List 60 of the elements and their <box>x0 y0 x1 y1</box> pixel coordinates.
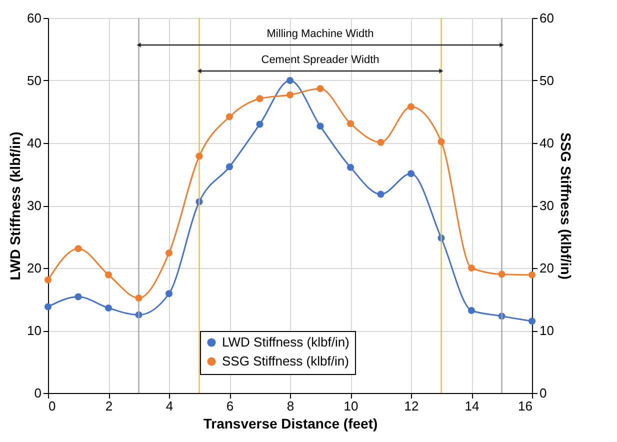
x-tick-label: 4 <box>166 398 174 414</box>
y-tick-label: 10 <box>27 323 42 338</box>
point <box>74 245 82 252</box>
y-tick-label: 50 <box>27 73 42 88</box>
point <box>44 303 52 310</box>
point <box>468 264 476 272</box>
point <box>135 294 142 302</box>
annotation: Milling Machine Width <box>266 28 374 40</box>
x-tick-label: 2 <box>105 398 113 414</box>
point <box>165 249 173 257</box>
point <box>226 113 234 120</box>
point <box>165 290 173 298</box>
point <box>286 91 294 98</box>
annotation: Cement Spreader Width <box>261 54 380 66</box>
y-tick-label: 20 <box>27 260 42 276</box>
point <box>407 103 415 110</box>
point <box>196 152 203 160</box>
point <box>256 95 264 102</box>
x-tick-label: 0 <box>48 398 56 414</box>
x-axis-title: Transverse Distance (feet) <box>203 416 378 432</box>
point <box>74 293 82 300</box>
point <box>316 85 324 92</box>
legend-label: SSG Stiffness (klbf/in) <box>222 354 349 368</box>
point <box>104 271 112 278</box>
y2-axis-title: SSG Stiffness (klbf/in) <box>558 132 574 280</box>
point <box>377 138 384 146</box>
x-tick-label: 10 <box>344 398 358 414</box>
point <box>316 122 324 130</box>
point <box>528 271 536 278</box>
y-tick-label: 40 <box>27 136 42 150</box>
x-tick-label: 14 <box>464 398 480 414</box>
point <box>346 120 354 128</box>
point <box>104 304 112 312</box>
y-axis-title: LWD Stiffness (klbf/in) <box>7 132 24 280</box>
y-tick-label: 60 <box>27 10 42 26</box>
y2-tick-label: 50 <box>540 73 554 88</box>
y2-tick-label: 30 <box>540 198 554 213</box>
point <box>226 163 234 170</box>
x-tick-label: 6 <box>226 398 234 414</box>
point <box>438 138 445 146</box>
y2-tick-label: 40 <box>540 136 554 150</box>
point <box>346 164 354 171</box>
y2-tick-label: 20 <box>540 260 554 276</box>
y2-tick-label: 60 <box>540 10 554 26</box>
y2-tick-label: 10 <box>540 323 554 338</box>
x-tick-label: 8 <box>286 398 294 414</box>
y-tick-label: 0 <box>34 386 42 400</box>
legend-label: LWD Stiffness (klbf/in) <box>222 334 350 350</box>
point <box>407 170 415 178</box>
point <box>468 306 476 314</box>
point <box>528 318 536 325</box>
x-tick-label: 16 <box>518 398 532 414</box>
y-tick-label: 30 <box>27 198 42 213</box>
point <box>377 190 384 198</box>
x-tick-label: 12 <box>404 398 419 414</box>
y2-tick-label: 0 <box>540 386 547 400</box>
point <box>44 276 52 284</box>
point <box>286 76 294 84</box>
point <box>256 120 264 128</box>
point <box>498 270 506 278</box>
